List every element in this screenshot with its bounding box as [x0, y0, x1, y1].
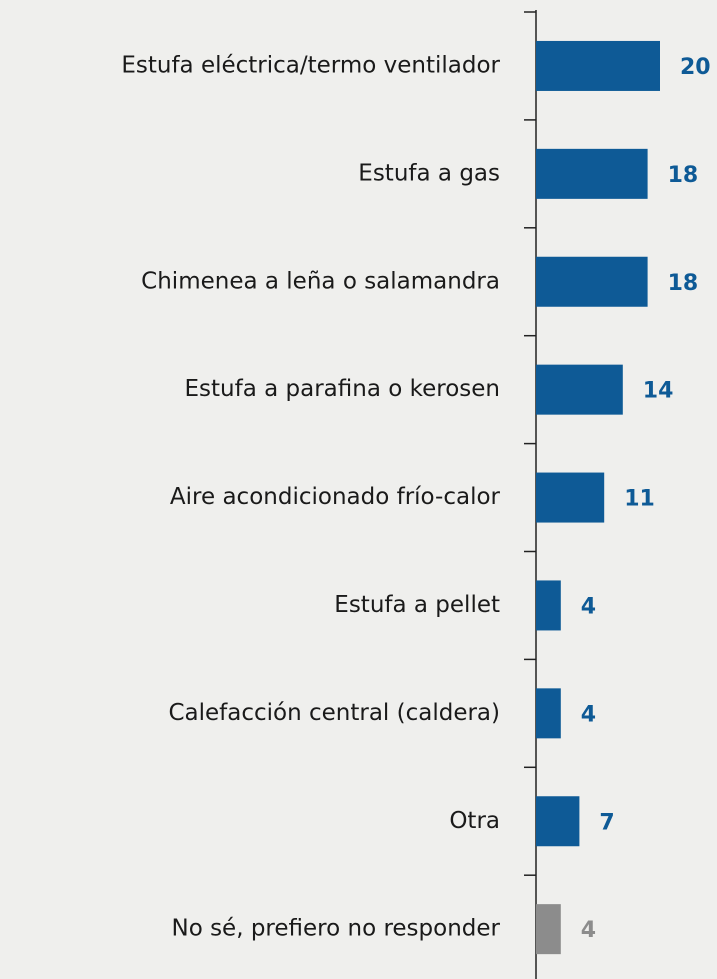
category-label: Otra	[449, 808, 500, 834]
category-label: Calefacción central (caldera)	[168, 700, 500, 726]
category-label: Estufa a gas	[358, 160, 500, 186]
bar	[536, 148, 648, 199]
category-label: Chimenea a leña o salamandra	[141, 268, 500, 294]
bar	[536, 688, 561, 739]
bar	[536, 40, 660, 91]
value-label: 11	[624, 487, 655, 512]
bar	[536, 796, 580, 847]
bar	[536, 364, 623, 415]
category-label: Aire acondicionado frío-calor	[170, 484, 501, 510]
value-label: 4	[581, 702, 596, 727]
category-label: Estufa a parafina o kerosen	[185, 376, 501, 402]
value-label: 18	[668, 271, 699, 296]
bar	[536, 904, 561, 955]
bar	[536, 256, 648, 307]
value-label: 18	[668, 163, 699, 188]
bar	[536, 472, 605, 523]
value-label: 20	[680, 55, 711, 80]
category-label: Estufa eléctrica/termo ventilador	[121, 52, 500, 78]
value-label: 4	[581, 918, 596, 943]
category-label: No sé, prefiero no responder	[171, 916, 500, 942]
bar	[536, 580, 561, 631]
value-label: 4	[581, 594, 596, 619]
value-label: 14	[643, 379, 674, 404]
value-label: 7	[599, 810, 614, 835]
category-label: Estufa a pellet	[334, 592, 500, 618]
